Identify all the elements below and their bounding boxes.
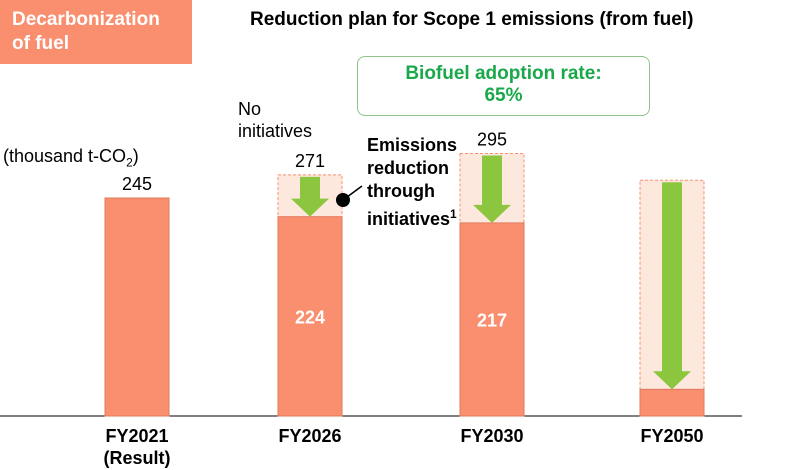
annotation-line3: through xyxy=(367,181,435,201)
category-label-fy2026: FY2026 xyxy=(278,426,341,446)
value-label-fy2030: 217 xyxy=(477,310,507,330)
unit-label: (thousand t-CO2) xyxy=(3,146,139,170)
baseline-label-fy2026: 271 xyxy=(295,151,325,171)
bar-fy2050 xyxy=(639,388,705,417)
annotation-line4-text: initiatives xyxy=(367,209,451,229)
unit-label-subscript: 2 xyxy=(126,155,133,170)
bar-fy2026 xyxy=(277,216,343,417)
category-label-fy2050: FY2050 xyxy=(640,426,703,446)
biofuel-callout: Biofuel adoption rate: 65% xyxy=(357,56,650,116)
reduction-arrow-fy2026 xyxy=(291,176,329,217)
annotation-line2: reduction xyxy=(367,158,450,178)
no-initiatives-note: No initiatives xyxy=(238,98,312,142)
category-label-fy2030: FY2030 xyxy=(460,426,523,446)
section-tag-line1: Decarbonization xyxy=(12,9,160,30)
category-label-fy2021: FY2021 xyxy=(105,426,168,446)
chart-title: Reduction plan for Scope 1 emissions (fr… xyxy=(250,9,694,30)
value-label-fy2026: 224 xyxy=(295,307,325,327)
category-sublabel-fy2021: (Result) xyxy=(104,448,171,468)
note-line1: No xyxy=(238,99,262,119)
section-tag-line2: of fuel xyxy=(12,33,69,54)
note-line2: initiatives xyxy=(238,121,313,141)
initiatives-annotation: Emissions reduction through initiatives1 xyxy=(367,134,457,231)
baseline-label-fy2030: 295 xyxy=(477,130,507,150)
annotation-footnote-mark: 1 xyxy=(450,207,457,221)
callout-line1: Biofuel adoption rate: xyxy=(405,63,602,84)
annotation-line1: Emissions xyxy=(367,135,458,155)
reduction-arrow-fy2050 xyxy=(653,182,691,390)
section-tag: Decarbonization of fuel xyxy=(0,0,192,64)
unit-label-suffix: ) xyxy=(132,146,139,166)
annotation-line4: initiatives1 xyxy=(367,203,457,231)
value-label-fy2021: 245 xyxy=(122,174,152,194)
unit-label-prefix: (thousand t-CO xyxy=(3,146,127,166)
reduction-arrow-fy2030 xyxy=(473,155,511,223)
bar-fy2021 xyxy=(104,197,170,417)
callout-line2: 65% xyxy=(484,85,523,106)
bar-fy2030 xyxy=(459,222,525,417)
annotation-pointer-dot xyxy=(336,193,350,207)
